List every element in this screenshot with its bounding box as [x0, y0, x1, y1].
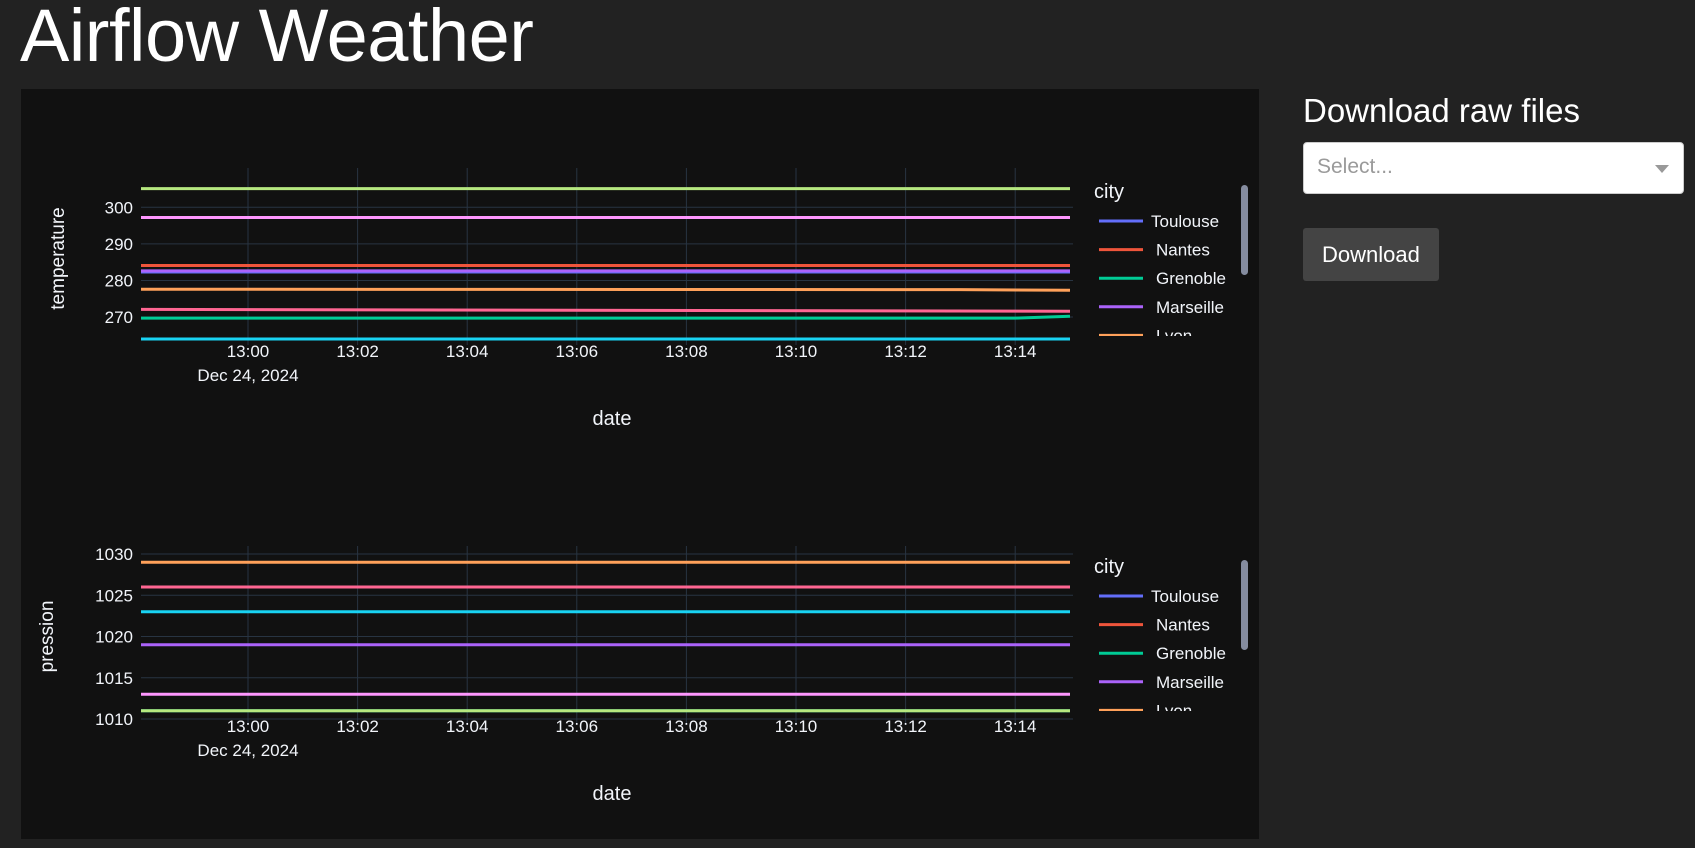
x-tick-label: 13:00	[227, 342, 270, 361]
y-tick-label: 1015	[95, 669, 133, 688]
legend-item-nantes[interactable]: Nantes	[1156, 241, 1210, 260]
legend-title: city	[1094, 181, 1124, 203]
x-axis-label: date	[593, 783, 632, 805]
x-tick-label: 13:04	[446, 717, 489, 736]
page-title: Airflow Weather	[20, 0, 534, 77]
x-tick-label: 13:12	[884, 717, 927, 736]
download-button[interactable]: Download	[1303, 228, 1439, 281]
x-tick-label: 13:08	[665, 342, 708, 361]
x-tick-label: 13:06	[556, 717, 599, 736]
download-panel: Download raw files Select... Download	[1303, 89, 1688, 281]
file-select-dropdown[interactable]: Select...	[1303, 142, 1684, 194]
x-tick-label: 13:12	[884, 342, 927, 361]
legend-item-grenoble[interactable]: Grenoble	[1156, 269, 1226, 288]
legend: city Toulouse Nantes Grenoble Marseille Lyon	[1094, 181, 1226, 345]
y-axis-label: temperature	[48, 207, 69, 309]
legend-item-grenoble[interactable]: Grenoble	[1156, 644, 1226, 663]
legend-scrollbar[interactable]	[1241, 185, 1248, 275]
x-tick-label: 13:02	[336, 717, 379, 736]
legend-item-nantes[interactable]: Nantes	[1156, 616, 1210, 635]
x-tick-label: 13:02	[336, 342, 379, 361]
legend-item-lyon[interactable]: Lyon	[1156, 326, 1192, 345]
x-axis-label: date	[593, 408, 632, 430]
charts-svg: 270 280 290 300 13:00 13:02 13:04 13:06 13:08 13:…	[37, 168, 1248, 805]
legend-item-lyon[interactable]: Lyon	[1156, 701, 1192, 720]
y-tick-label: 1010	[95, 710, 133, 729]
series-line-lyon	[140, 287, 1071, 292]
x-date-label: Dec 24, 2024	[197, 741, 298, 760]
x-tick-label: 13:04	[446, 342, 489, 361]
graph-panel: 270 280 290 300 13:00 13:02 13:04 13:06 13:08 13:…	[21, 89, 1259, 839]
legend-item-marseille[interactable]: Marseille	[1156, 298, 1224, 317]
y-tick-label: 1025	[95, 586, 133, 605]
x-tick-label: 13:14	[994, 342, 1037, 361]
series-line-grenoble	[141, 314, 1071, 320]
file-select-placeholder: Select...	[1317, 155, 1393, 178]
y-tick-label: 1020	[95, 628, 133, 647]
x-tick-label: 13:14	[994, 717, 1037, 736]
x-tick-label: 13:00	[227, 717, 270, 736]
x-tick-label: 13:10	[775, 717, 818, 736]
y-tick-label: 280	[105, 271, 133, 290]
legend-title: city	[1094, 556, 1124, 578]
y-tick-label: 300	[105, 198, 133, 217]
x-date-label: Dec 24, 2024	[197, 366, 298, 385]
x-tick-label: 13:06	[556, 342, 599, 361]
y-axis-label: pression	[37, 601, 58, 673]
x-tick-label: 13:10	[775, 342, 818, 361]
y-tick-label: 290	[105, 235, 133, 254]
chevron-down-icon[interactable]	[1655, 165, 1669, 173]
legend-item-toulouse[interactable]: Toulouse	[1151, 587, 1219, 606]
legend: city Toulouse Nantes Grenoble Marseille Lyon	[1094, 556, 1226, 720]
legend-scrollbar[interactable]	[1241, 560, 1248, 650]
legend-item-toulouse[interactable]: Toulouse	[1151, 212, 1219, 231]
y-tick-label: 1030	[95, 545, 133, 564]
x-tick-label: 13:08	[665, 717, 708, 736]
download-title: Download raw files	[1303, 92, 1580, 129]
legend-item-marseille[interactable]: Marseille	[1156, 673, 1224, 692]
y-tick-label: 270	[105, 308, 133, 327]
series-line	[140, 307, 1071, 313]
